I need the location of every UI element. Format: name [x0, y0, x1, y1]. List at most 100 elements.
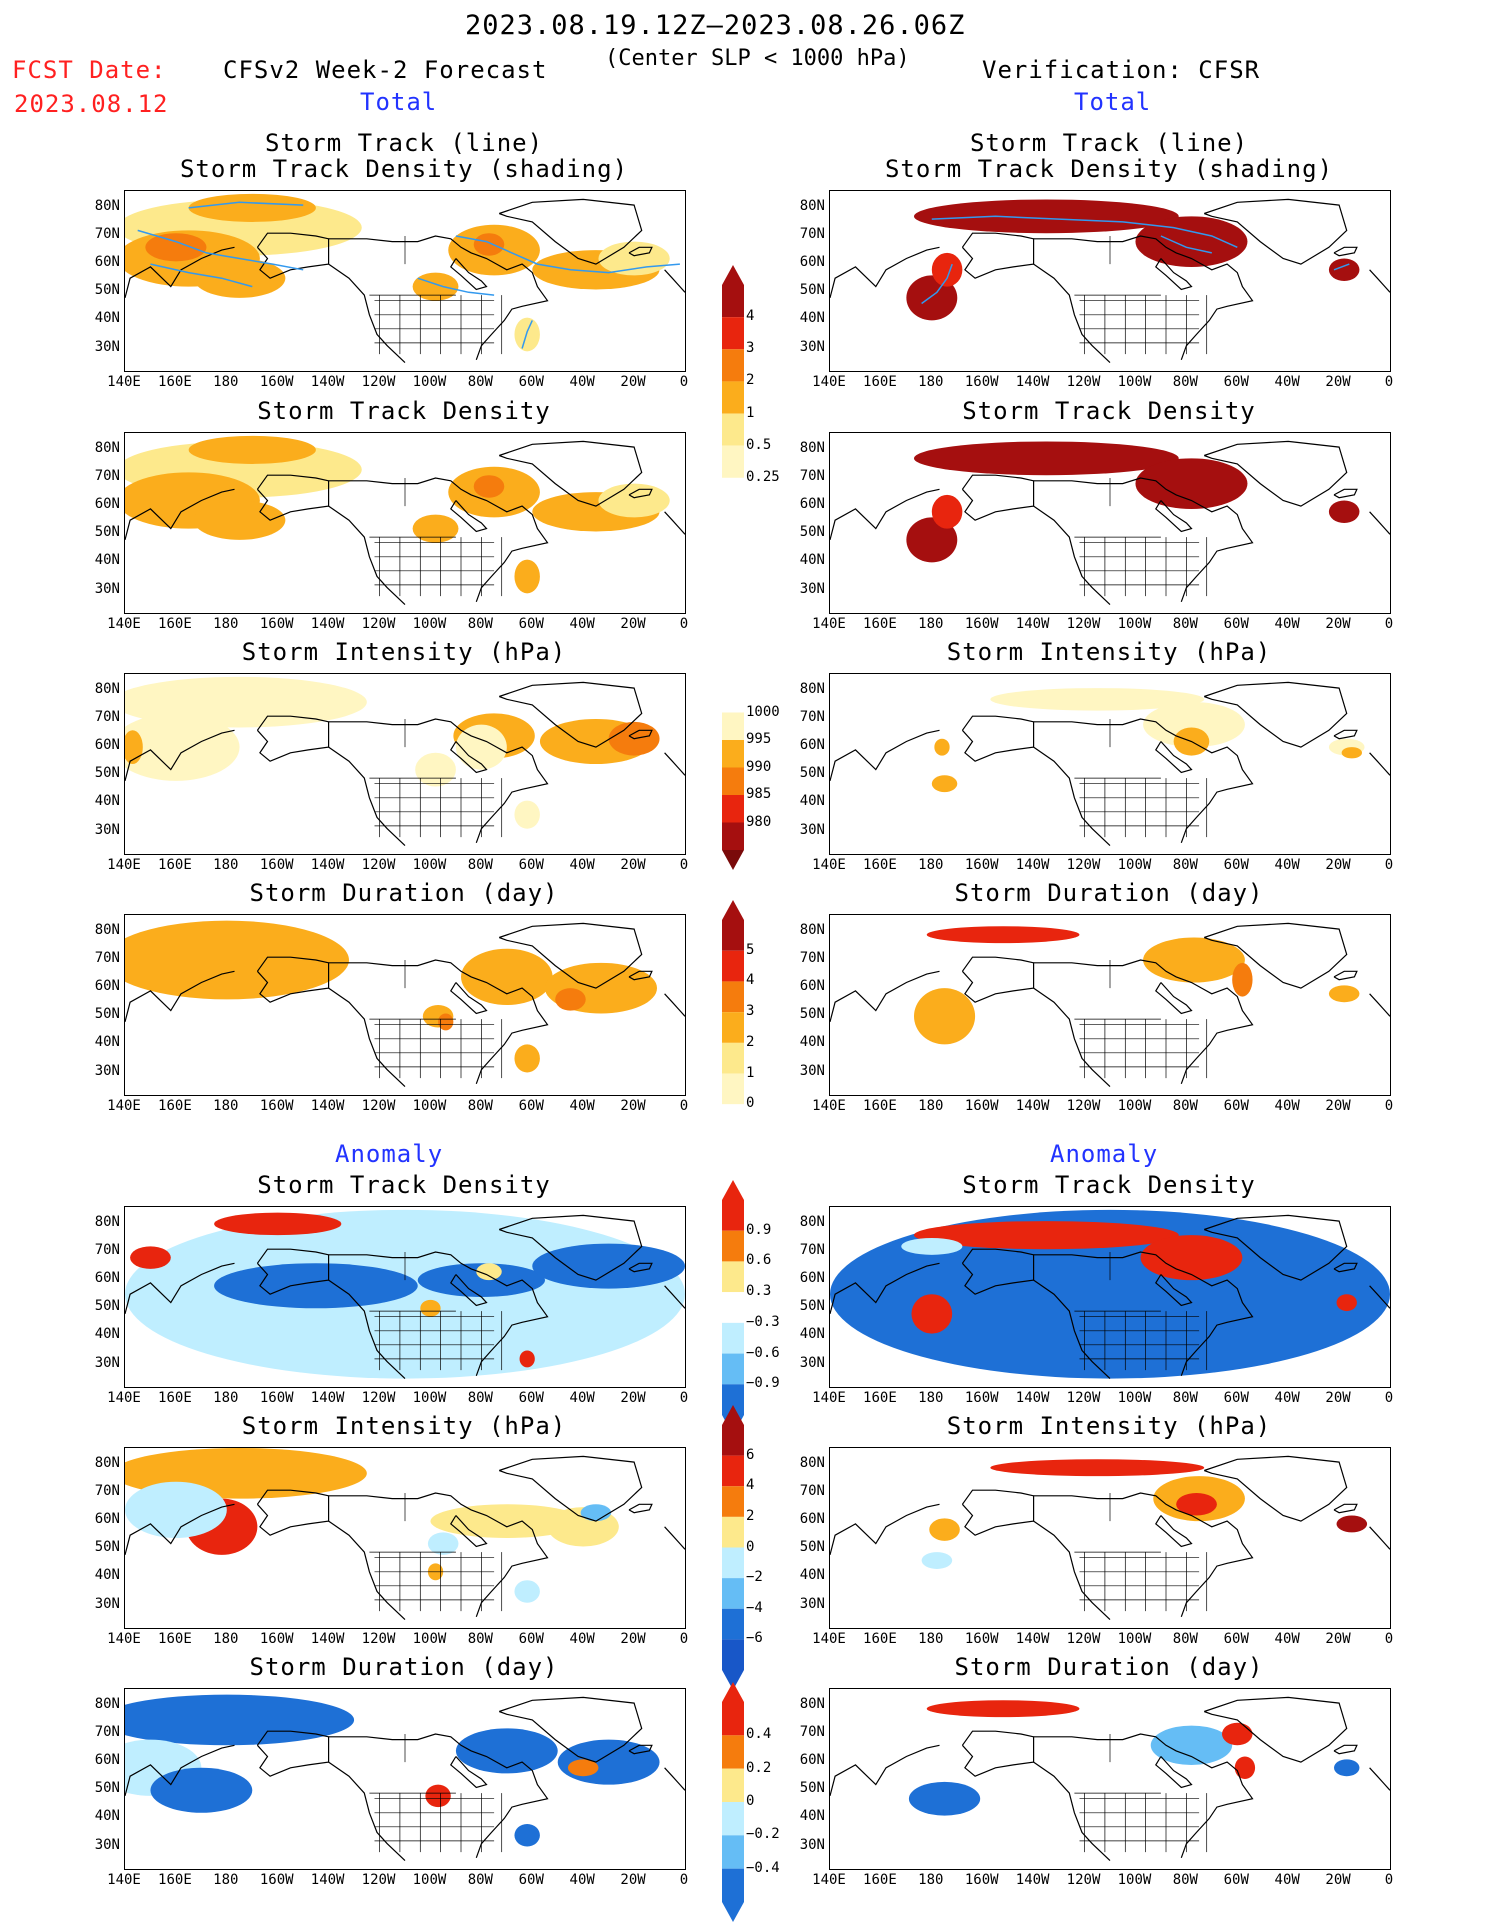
colorbar-arrow: [722, 1180, 744, 1200]
panel-title: Storm Track Density: [257, 1171, 551, 1199]
lon-tick-label: 40W: [1274, 616, 1300, 632]
lat-tick-label: 30N: [94, 580, 120, 597]
coastline: [450, 500, 488, 533]
coastline: [628, 970, 653, 981]
lon-tick-label: 20W: [620, 857, 646, 873]
coastline: [1333, 1503, 1358, 1514]
colorbar-segment: [722, 1735, 744, 1769]
lat-tick-label: 60N: [799, 254, 825, 271]
shaded-region: [1232, 962, 1253, 997]
coastline: [830, 729, 940, 782]
shaded-region: [420, 1299, 441, 1317]
colorbar-segment: [722, 1384, 744, 1415]
coastline: [1155, 1515, 1193, 1548]
lon-tick-label: 140W: [1015, 857, 1050, 873]
coastline: [328, 505, 406, 606]
coastline: [1203, 922, 1348, 989]
lon-tick-label: 60W: [1223, 374, 1249, 390]
lon-tick-label: 120W: [1066, 857, 1101, 873]
lon-tick-label: 160E: [158, 1872, 192, 1888]
shaded-region: [1143, 937, 1245, 983]
lon-tick-label: 140W: [310, 1872, 345, 1888]
storm-track-line: [921, 263, 953, 305]
lon-tick-label: 160E: [863, 374, 897, 390]
lon-tick-label: 140E: [107, 616, 141, 632]
colorbar-label: 4: [746, 1477, 755, 1494]
shaded-region: [1328, 985, 1360, 1003]
colorbar-segment: [722, 685, 744, 713]
lon-tick-label: 140W: [310, 1631, 345, 1647]
lon-tick-label: 160W: [964, 616, 999, 632]
lat-tick-label: 30N: [94, 1062, 120, 1079]
lon-tick-label: 140E: [812, 1872, 846, 1888]
coastline: [125, 729, 235, 782]
lon-tick-label: 80W: [467, 1390, 493, 1406]
shaded-region: [514, 1580, 540, 1603]
lon-tick-label: 140W: [1015, 1390, 1050, 1406]
shaded-region: [150, 1767, 253, 1813]
coastline: [1333, 1744, 1358, 1755]
colorbar-arrow: [722, 1405, 744, 1425]
lat-tick-label: 30N: [799, 1595, 825, 1612]
shaded-region: [1135, 458, 1248, 509]
lat-tick-label: 60N: [799, 1752, 825, 1769]
right-total-label: Total: [1074, 88, 1152, 116]
shaded-region: [1234, 1756, 1256, 1779]
shaded-region: [473, 475, 505, 498]
colorbar-label: 995: [746, 731, 772, 747]
colorbar-segment: [722, 1261, 744, 1293]
colorbar-arrow: [722, 1135, 744, 1155]
colorbar-segment: [722, 1486, 744, 1517]
colorbar-segment: [722, 1639, 744, 1670]
coastline: [256, 1489, 330, 1536]
lon-tick-label: 160E: [863, 1390, 897, 1406]
lon-tick-label: 100W: [412, 1098, 447, 1114]
colorbar-segment: [722, 445, 744, 478]
lon-tick-label: 20W: [620, 1098, 646, 1114]
coastline: [664, 1526, 685, 1550]
lon-tick-label: 80W: [1172, 1872, 1198, 1888]
panel-title: Storm Track Density: [962, 397, 1256, 425]
lon-tick-label: 20W: [1325, 374, 1351, 390]
lat-tick-label: 60N: [94, 978, 120, 995]
lon-tick-label: 60W: [518, 1631, 544, 1647]
coastline: [256, 715, 330, 762]
shaded-region: [1328, 258, 1360, 281]
verification-map-panel: [829, 432, 1391, 614]
storm-track-line: [188, 201, 304, 209]
lon-tick-label: 140W: [310, 1390, 345, 1406]
panel-title: Storm Track Density: [257, 397, 551, 425]
lon-tick-label: 20W: [1325, 616, 1351, 632]
lon-tick-label: 160E: [158, 1098, 192, 1114]
coastline: [1033, 235, 1254, 361]
shaded-region: [455, 1728, 558, 1774]
lon-tick-label: 140E: [107, 857, 141, 873]
shaded-region: [519, 1350, 535, 1368]
shaded-region: [555, 988, 586, 1011]
coastline: [664, 993, 685, 1017]
coastline: [1155, 982, 1193, 1015]
coastline: [328, 1520, 406, 1621]
lat-tick-label: 60N: [799, 496, 825, 513]
shaded-region: [906, 517, 958, 563]
shaded-region: [990, 688, 1205, 711]
colorbar-label: 0.3: [746, 1283, 772, 1300]
colorbar-label: 1: [746, 404, 755, 421]
storm-track-line: [931, 215, 1238, 248]
colorbar-label: 0.2: [746, 1759, 772, 1776]
shaded-region: [1176, 1493, 1217, 1516]
lon-tick-label: 0: [1384, 1872, 1394, 1888]
lon-tick-label: 180: [213, 1098, 239, 1114]
coastline: [830, 1503, 940, 1556]
lon-tick-label: 0: [679, 1872, 689, 1888]
lon-tick-label: 100W: [412, 1872, 447, 1888]
colorbar-segment: [722, 1835, 744, 1869]
lon-tick-label: 120W: [1066, 1390, 1101, 1406]
verification-map-panel: [829, 1688, 1391, 1870]
lat-tick-label: 70N: [799, 950, 825, 966]
coastline: [498, 1214, 643, 1281]
lon-tick-label: 140E: [107, 1098, 141, 1114]
lon-tick-label: 180: [918, 374, 944, 390]
colorbar-segment: [722, 740, 744, 768]
lon-tick-label: 120W: [1066, 616, 1101, 632]
